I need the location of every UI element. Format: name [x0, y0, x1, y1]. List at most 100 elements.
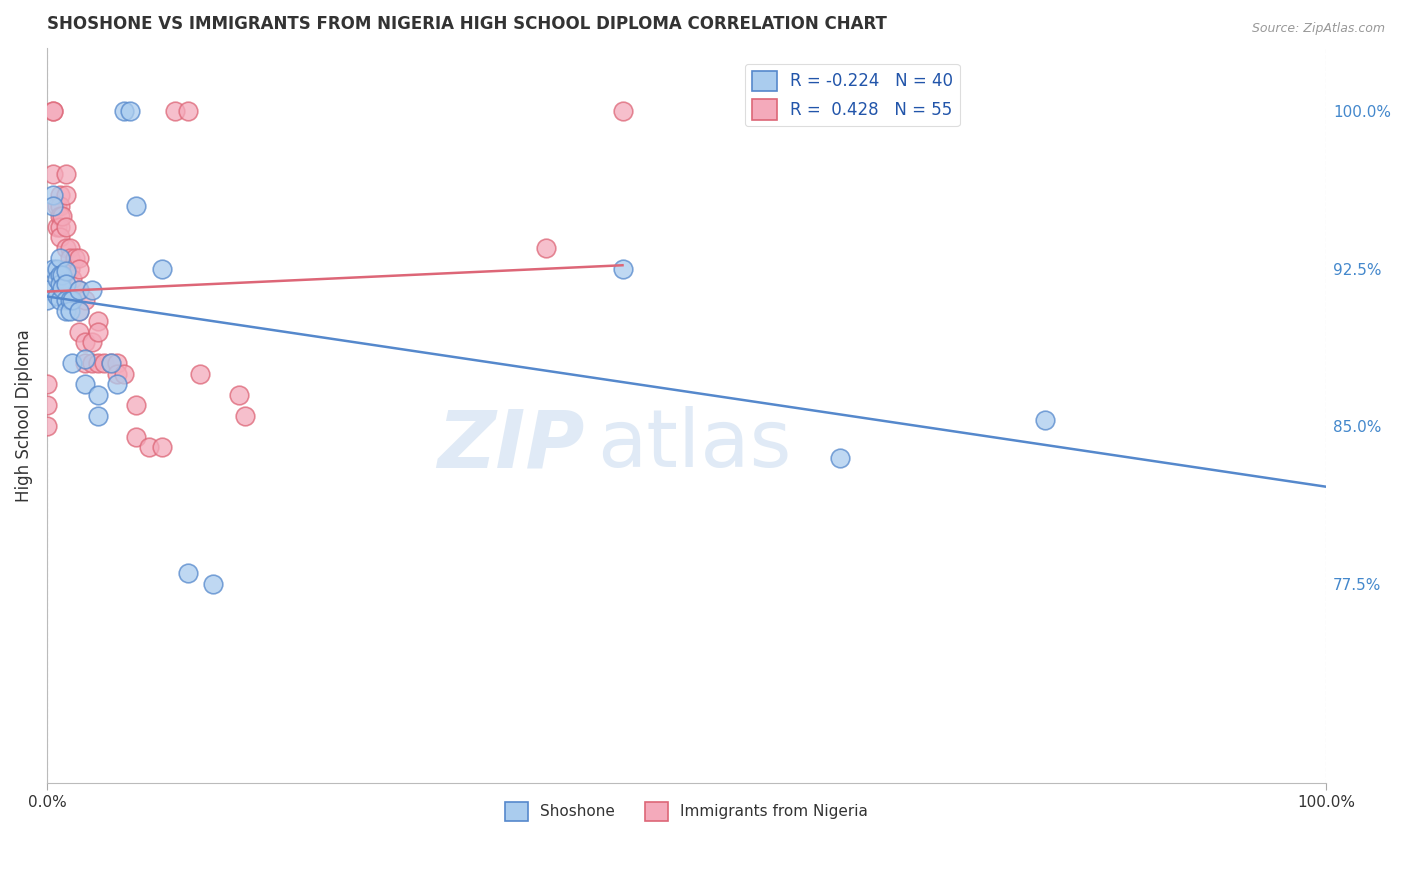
Point	[190, 367, 212, 381]
Point	[67, 303, 90, 318]
Point	[48, 268, 70, 282]
Point	[150, 440, 173, 454]
Point	[228, 388, 250, 402]
Point	[67, 325, 90, 339]
Point	[48, 188, 70, 202]
Point	[75, 356, 97, 370]
Point	[42, 188, 65, 202]
Point	[138, 440, 160, 454]
Point	[87, 314, 110, 328]
Point	[48, 210, 70, 224]
Point	[48, 277, 70, 291]
Point	[105, 356, 128, 370]
Point	[46, 272, 69, 286]
Point	[87, 409, 110, 423]
Point	[63, 252, 86, 266]
Point	[62, 293, 84, 308]
Point	[35, 293, 58, 308]
Point	[125, 430, 148, 444]
Point	[55, 219, 77, 234]
Point	[35, 398, 58, 412]
Point	[62, 293, 84, 308]
Point	[112, 104, 135, 119]
Point	[35, 377, 58, 392]
Point	[1033, 413, 1056, 427]
Point	[42, 199, 65, 213]
Point	[100, 356, 122, 370]
Point	[55, 303, 77, 318]
Point	[51, 281, 73, 295]
Point	[59, 261, 82, 276]
Point	[67, 261, 90, 276]
Point	[87, 388, 110, 402]
Text: ZIP: ZIP	[437, 406, 583, 484]
Point	[112, 367, 135, 381]
Point	[75, 293, 97, 308]
Point	[87, 356, 110, 370]
Point	[51, 210, 73, 224]
Point	[55, 188, 77, 202]
Point	[51, 268, 73, 282]
Point	[828, 450, 851, 465]
Point	[75, 352, 97, 367]
Point	[48, 219, 70, 234]
Point	[42, 104, 65, 119]
Point	[55, 277, 77, 291]
Point	[62, 356, 84, 370]
Point	[75, 377, 97, 392]
Point	[125, 199, 148, 213]
Point	[612, 261, 634, 276]
Point	[67, 252, 90, 266]
Y-axis label: High School Diploma: High School Diploma	[15, 329, 32, 502]
Point	[55, 167, 77, 181]
Point	[35, 419, 58, 434]
Point	[202, 576, 225, 591]
Point	[67, 283, 90, 297]
Point	[46, 289, 69, 303]
Point	[55, 264, 77, 278]
Point	[150, 261, 173, 276]
Point	[67, 303, 90, 318]
Point	[93, 356, 115, 370]
Point	[80, 335, 103, 350]
Point	[75, 335, 97, 350]
Point	[176, 566, 198, 581]
Text: SHOSHONE VS IMMIGRANTS FROM NIGERIA HIGH SCHOOL DIPLOMA CORRELATION CHART: SHOSHONE VS IMMIGRANTS FROM NIGERIA HIGH…	[46, 15, 887, 33]
Point	[62, 272, 84, 286]
Point	[105, 377, 128, 392]
Point	[59, 293, 82, 308]
Point	[42, 167, 65, 181]
Point	[105, 367, 128, 381]
Point	[48, 293, 70, 308]
Point	[59, 252, 82, 266]
Point	[612, 104, 634, 119]
Text: Source: ZipAtlas.com: Source: ZipAtlas.com	[1251, 22, 1385, 36]
Point	[55, 261, 77, 276]
Point	[46, 199, 69, 213]
Point	[46, 261, 69, 276]
Point	[59, 241, 82, 255]
Point	[233, 409, 256, 423]
Point	[55, 293, 77, 308]
Point	[51, 272, 73, 286]
Point	[35, 283, 58, 297]
Point	[80, 283, 103, 297]
Point	[176, 104, 198, 119]
Point	[46, 219, 69, 234]
Point	[48, 199, 70, 213]
Point	[163, 104, 186, 119]
Point	[42, 261, 65, 276]
Point	[67, 283, 90, 297]
Point	[87, 325, 110, 339]
Legend: Shoshone, Immigrants from Nigeria: Shoshone, Immigrants from Nigeria	[499, 796, 875, 827]
Point	[55, 241, 77, 255]
Point	[59, 303, 82, 318]
Point	[48, 252, 70, 266]
Point	[534, 241, 557, 255]
Point	[42, 104, 65, 119]
Point	[80, 356, 103, 370]
Point	[125, 398, 148, 412]
Text: atlas: atlas	[598, 406, 792, 484]
Point	[100, 356, 122, 370]
Point	[48, 230, 70, 244]
